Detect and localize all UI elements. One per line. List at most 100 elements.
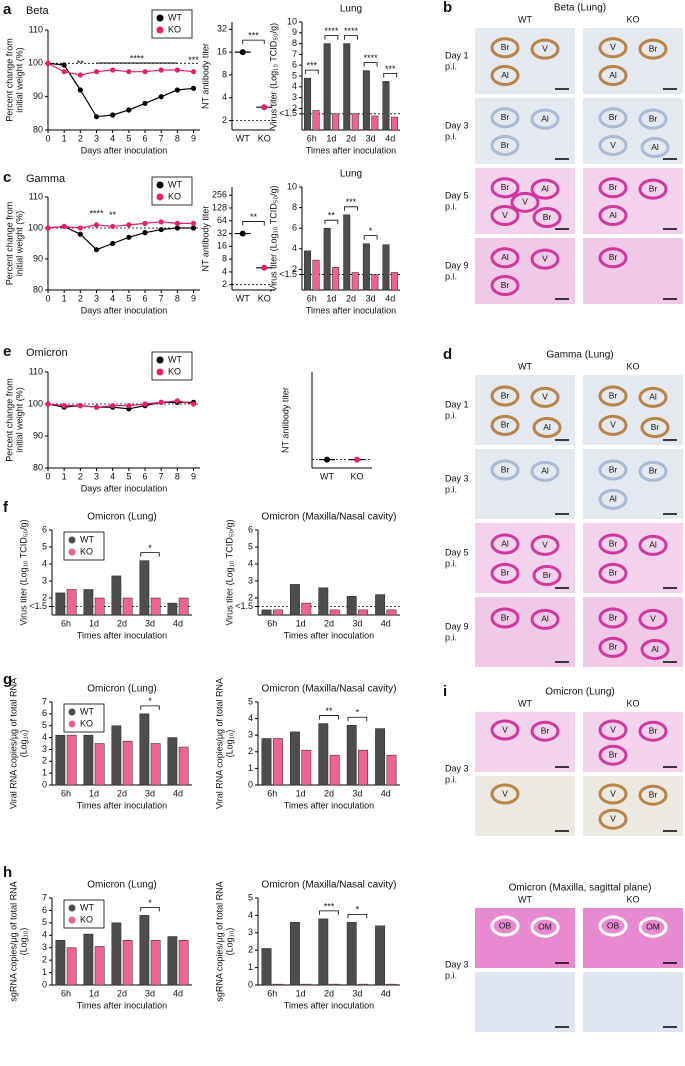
row-label: p.i. bbox=[445, 774, 457, 784]
x-tick-label: 8 bbox=[175, 293, 180, 303]
data-point bbox=[190, 225, 197, 231]
y-tick-label: 6 bbox=[42, 524, 47, 534]
legend-marker bbox=[68, 548, 76, 556]
x-tick-label: 3d bbox=[352, 788, 362, 798]
micrograph bbox=[475, 98, 575, 164]
significance: * bbox=[148, 696, 152, 706]
y-axis-label: (Log₁₀) bbox=[224, 730, 234, 758]
bar bbox=[122, 740, 133, 786]
bar bbox=[289, 584, 300, 616]
data-point bbox=[174, 87, 180, 93]
data-point bbox=[190, 220, 197, 226]
data-point bbox=[110, 67, 116, 73]
row-label: p.i. bbox=[445, 201, 457, 211]
data-point bbox=[110, 403, 116, 409]
tissue-structure bbox=[530, 386, 560, 408]
y-tick-label: 110 bbox=[29, 191, 43, 201]
tissue-label: Br bbox=[649, 113, 658, 123]
tissue-label: V bbox=[502, 724, 508, 734]
bar bbox=[167, 602, 178, 616]
y-tick-label: 2 bbox=[222, 279, 227, 289]
legend-marker bbox=[68, 904, 76, 912]
y-tick-label: 2 bbox=[292, 103, 297, 113]
y-tick-label: 4 bbox=[248, 910, 253, 920]
bar bbox=[358, 609, 369, 616]
tissue-label: Br bbox=[609, 112, 618, 122]
micrograph bbox=[583, 712, 683, 772]
y-tick-label: 4 bbox=[42, 558, 47, 568]
bar bbox=[346, 724, 357, 786]
tissue-structure bbox=[640, 639, 670, 660]
bar bbox=[323, 227, 331, 291]
data-point bbox=[239, 230, 246, 237]
y-axis-label: initial weight (%) bbox=[14, 47, 24, 113]
bar bbox=[111, 575, 122, 616]
bar bbox=[272, 983, 283, 986]
y-tick-label: 4 bbox=[42, 732, 47, 742]
panel-label: i bbox=[443, 683, 447, 700]
row-label: p.i. bbox=[445, 632, 457, 642]
y-tick-label: 8 bbox=[292, 202, 297, 212]
y-axis-label: Viral RNA copies/µg of total RNA bbox=[8, 678, 18, 809]
tissue-structure bbox=[598, 488, 628, 510]
y-tick-label: 0 bbox=[42, 979, 47, 989]
tissue-structure bbox=[532, 565, 562, 586]
x-tick-label: KO bbox=[258, 133, 271, 143]
tissue-structure bbox=[490, 915, 520, 937]
tissue-structure bbox=[510, 191, 540, 213]
bar bbox=[358, 983, 369, 986]
tissue-structure bbox=[598, 177, 628, 199]
bar bbox=[178, 940, 189, 986]
y-axis-label: initial weight (%) bbox=[14, 211, 24, 277]
tissue-structure bbox=[598, 205, 628, 227]
y-tick-label: 5 bbox=[248, 696, 253, 706]
x-tick-label: 2d bbox=[324, 788, 334, 798]
x-tick-label: 2d bbox=[117, 618, 127, 628]
tissue-structure bbox=[490, 135, 520, 157]
data-point bbox=[142, 220, 148, 226]
tissue-structure bbox=[490, 247, 520, 269]
tissue-label: V bbox=[610, 813, 616, 823]
y-axis-label: Viral RNA copies/µg of total RNA bbox=[214, 678, 224, 809]
tissue-label: Br bbox=[501, 390, 510, 400]
bar bbox=[261, 738, 272, 786]
y-tick-label: 7 bbox=[42, 696, 47, 706]
x-tick-label: 3 bbox=[94, 133, 99, 143]
chart-title: Omicron (Lung) bbox=[87, 880, 156, 891]
row-label: p.i. bbox=[445, 970, 457, 980]
x-tick-label: 4d bbox=[381, 618, 391, 628]
y-tick-label: 8 bbox=[222, 69, 227, 79]
x-tick-label: 4 bbox=[110, 293, 115, 303]
x-tick-label: 6 bbox=[143, 471, 148, 481]
tissue-structure bbox=[598, 459, 628, 481]
y-axis-label: sgRNA copies/µg of total RNA bbox=[214, 881, 224, 1001]
chart-title: Omicron (Maxilla/Nasal cavity) bbox=[261, 512, 396, 523]
x-tick-label: 2 bbox=[78, 133, 83, 143]
legend-marker bbox=[156, 26, 164, 34]
bar bbox=[318, 918, 329, 986]
data-point bbox=[45, 401, 51, 407]
x-tick-label: 6h bbox=[267, 618, 277, 628]
tissue-label: Br bbox=[501, 182, 510, 192]
tissue-label: V bbox=[610, 140, 616, 150]
x-tick-label: WT bbox=[236, 293, 250, 303]
x-tick-label: 2d bbox=[324, 988, 334, 998]
y-tick-label: 3 bbox=[42, 744, 47, 754]
micrograph bbox=[475, 28, 575, 94]
significance: **** bbox=[364, 53, 379, 63]
significance: * bbox=[369, 226, 373, 236]
panel-label: h bbox=[3, 864, 12, 881]
tissue-structure bbox=[490, 562, 520, 584]
bar bbox=[94, 597, 105, 616]
bar bbox=[66, 734, 77, 786]
x-tick-label: 2d bbox=[117, 988, 127, 998]
bar bbox=[329, 983, 340, 986]
series-line bbox=[47, 400, 194, 408]
bar bbox=[382, 81, 390, 131]
x-tick-label: 6h bbox=[307, 293, 317, 303]
y-tick-label: 90 bbox=[33, 91, 43, 101]
tissue-label: Al bbox=[501, 70, 509, 80]
tissue-structure bbox=[598, 744, 628, 766]
x-tick-label: KO bbox=[258, 293, 271, 303]
